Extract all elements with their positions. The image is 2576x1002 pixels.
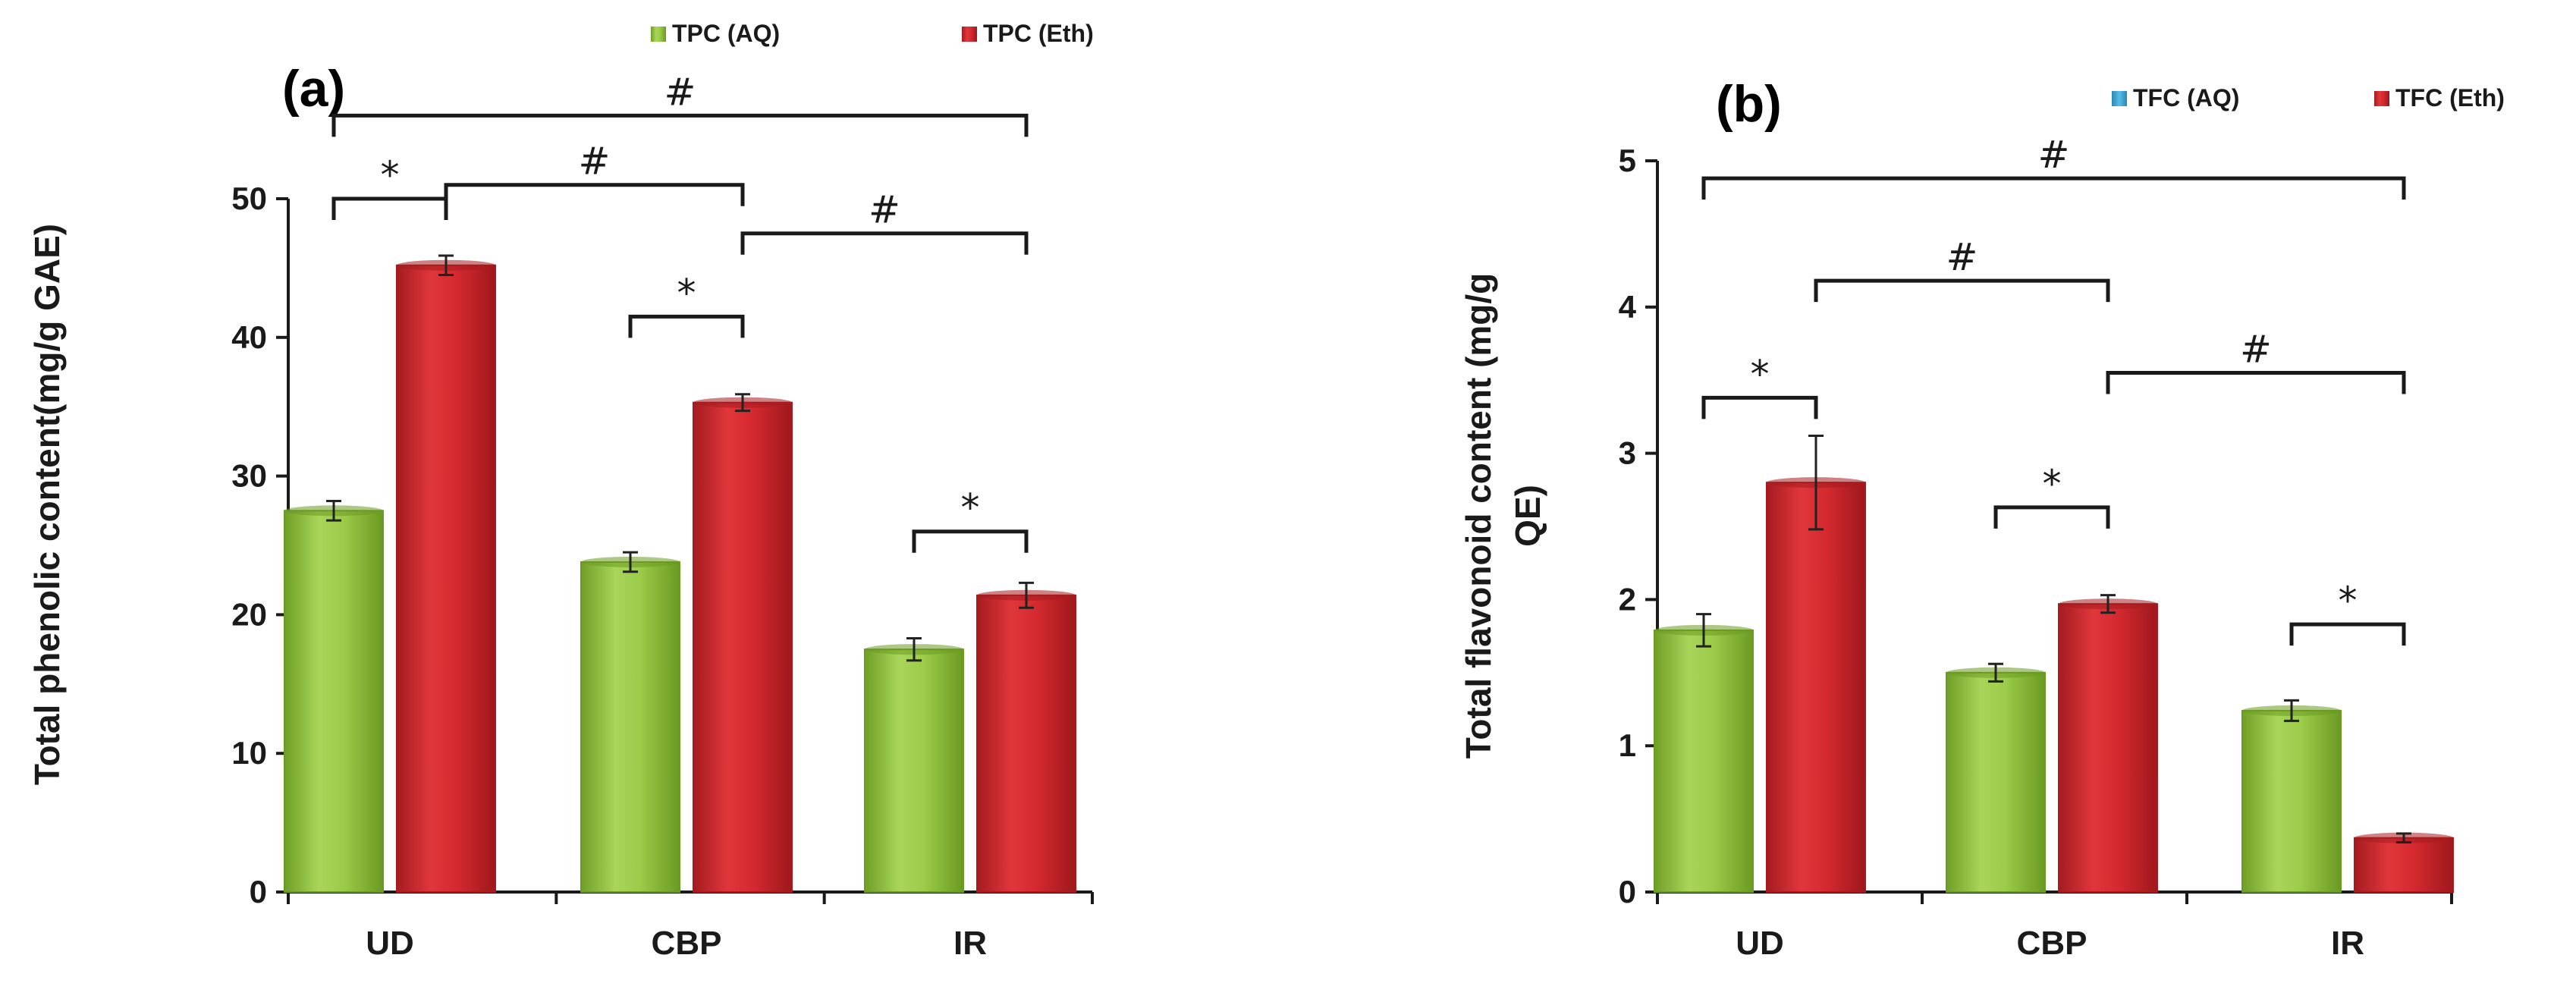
panel-b: (b) Total flavonoid content (mg/g QE) 0 1… <box>1459 75 2505 962</box>
panel-a-bar-ud-eth <box>396 264 496 893</box>
panel-a-label: (a) <box>282 60 345 118</box>
panel-b-bar-ir-aq <box>2241 709 2342 893</box>
panel-b-bar-cbp-aq <box>1946 671 2046 893</box>
panel-a-significance-hash-3-symbol: # <box>579 140 611 184</box>
panel-b-bar-ir-eth <box>2354 837 2454 893</box>
panel-b-label: (b) <box>1716 75 1782 133</box>
panel-b-bar-ud-eth <box>1766 482 1866 893</box>
panel-b-y-tick-label: 0 <box>1619 874 1636 909</box>
panel-a-category-label-ud: UD <box>366 925 414 962</box>
legend-label-tpc-aq: TPC (AQ) <box>672 20 780 47</box>
panel-a-y-tick-label: 50 <box>231 181 267 216</box>
panel-b-significance-hash-5-symbol: # <box>2038 133 2070 177</box>
panel-b-bar-cbp-eth <box>2058 603 2158 894</box>
panel-b-significance-hash-5-bracket <box>1701 176 2406 200</box>
panel-a-y-tick-label: 40 <box>231 319 267 355</box>
panel-a-y-tick-label: 10 <box>231 735 267 771</box>
panel-a-significance-hash-3-bracket <box>444 183 745 206</box>
legend-swatch-tpc-aq <box>651 27 666 42</box>
panel-a-y-tick-label: 0 <box>250 874 267 909</box>
panel-b-y-tick-label: 2 <box>1619 581 1636 617</box>
panel-b-significance-star-1-symbol: * <box>2043 462 2062 506</box>
panel-b-significance-star-0-bracket <box>1701 395 1818 419</box>
panel-b-significance-star-0-symbol: * <box>1751 352 1770 396</box>
panel-a-y-axis-label: Total phenolic content(mg/g GAE) <box>27 224 67 785</box>
panel-b-y-tick-label: 1 <box>1619 727 1636 763</box>
panel-a-category-label-ir: IR <box>953 925 987 962</box>
panel-a-significance-hash-5-symbol: # <box>664 70 696 114</box>
panel-a-significance: * * * # # # <box>331 70 1029 553</box>
panel-a-y-tick-label: 30 <box>231 458 267 494</box>
legend-label-tfc-aq: TFC (AQ) <box>2133 84 2239 112</box>
legend-swatch-tpc-eth <box>962 27 977 42</box>
panel-b-y-axis-label-line-1: Total flavonoid content (mg/g <box>1459 273 1498 759</box>
panel-a-significance-hash-4-bracket <box>740 231 1029 255</box>
panel-b-category-label-cbp: CBP <box>2017 925 2088 962</box>
panel-a-bars <box>284 254 1076 893</box>
panel-a-significance-star-2-bracket <box>912 529 1029 553</box>
panel-a-significance-star-1-symbol: * <box>677 271 696 315</box>
panel-b-legend: TFC (AQ) TFC (Eth) <box>2112 84 2505 112</box>
panel-b-y-tick-label: 5 <box>1619 143 1636 178</box>
panel-a-significance-star-0-bracket <box>331 196 448 220</box>
legend-swatch-tfc-aq <box>2112 91 2127 106</box>
panel-b-y-axis-label-line-2: QE) <box>1508 485 1547 547</box>
panel-a-bar-ud-aq <box>284 510 384 893</box>
panel-b-significance-hash-3-bracket <box>1814 278 2110 303</box>
panel-b-significance-hash-4-bracket <box>2106 371 2406 394</box>
panel-a-legend: TPC (AQ) TPC (Eth) <box>651 20 1094 47</box>
panel-b-bars <box>1654 434 2454 894</box>
panel-a-significance-star-1-bracket <box>628 314 745 338</box>
panel-a-bar-cbp-eth <box>693 401 793 893</box>
legend-swatch-tfc-eth <box>2374 91 2389 106</box>
panel-b-category-label-ud: UD <box>1736 925 1784 962</box>
panel-a-bar-ir-aq <box>864 649 964 893</box>
panel-a: (a) Total phenolic content(mg/g GAE) 0 10… <box>27 20 1094 962</box>
panel-a-significance-star-0-symbol: * <box>381 153 400 197</box>
panel-b-significance-hash-4-symbol: # <box>2240 328 2272 372</box>
panel-b-significance-star-1-bracket <box>1993 505 2110 529</box>
panel-b-y-tick-label: 4 <box>1619 289 1637 325</box>
panel-b-significance-star-2-symbol: * <box>2339 579 2358 623</box>
panel-a-significance-hash-4-symbol: # <box>869 188 900 232</box>
panel-b-significance-star-2-bracket <box>2289 622 2406 646</box>
panel-a-category-label-cbp: CBP <box>652 925 722 962</box>
panel-a-bar-ir-eth <box>976 594 1076 893</box>
panel-b-category-label-ir: IR <box>2331 925 2364 962</box>
legend-label-tpc-eth: TPC (Eth) <box>983 20 1094 47</box>
panel-a-significance-hash-5-bracket <box>331 113 1029 137</box>
panel-b-y-tick-label: 3 <box>1619 435 1636 471</box>
legend-label-tfc-eth: TFC (Eth) <box>2395 84 2505 112</box>
panel-a-bar-cbp-aq <box>580 561 680 893</box>
panel-a-y-tick-label: 20 <box>231 596 267 632</box>
panel-a-significance-star-2-symbol: * <box>961 486 980 530</box>
panel-b-significance: * * * # # # <box>1701 133 2406 646</box>
panel-b-significance-hash-3-symbol: # <box>1946 235 1978 279</box>
panel-b-bar-ud-aq <box>1654 629 1754 893</box>
